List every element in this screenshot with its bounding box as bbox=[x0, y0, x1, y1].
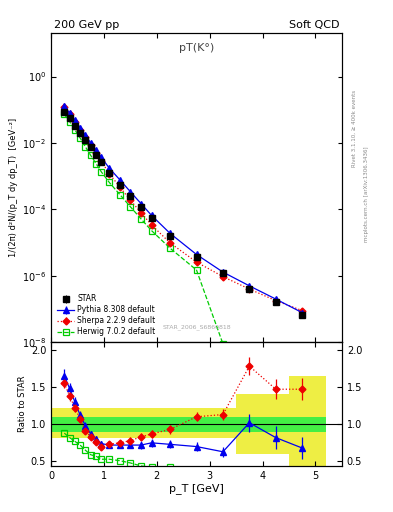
Herwig 7.0.2 default bbox=[88, 153, 93, 159]
Y-axis label: 1/(2π) d²N/(p_T dy dp_T)  [GeV⁻²]: 1/(2π) d²N/(p_T dy dp_T) [GeV⁻²] bbox=[9, 118, 18, 258]
Herwig 7.0.2 default bbox=[274, 375, 278, 381]
Herwig 7.0.2 default bbox=[247, 359, 252, 366]
Herwig 7.0.2 default bbox=[67, 118, 72, 124]
Line: Herwig 7.0.2 default: Herwig 7.0.2 default bbox=[62, 112, 305, 412]
Y-axis label: Ratio to STAR: Ratio to STAR bbox=[18, 376, 27, 432]
Text: STAR_2006_S6860818: STAR_2006_S6860818 bbox=[162, 324, 231, 330]
X-axis label: p_T [GeV]: p_T [GeV] bbox=[169, 483, 224, 495]
Herwig 7.0.2 default bbox=[149, 227, 154, 233]
Herwig 7.0.2 default bbox=[194, 267, 199, 273]
Herwig 7.0.2 default bbox=[139, 216, 143, 222]
Herwig 7.0.2 default bbox=[128, 204, 133, 210]
Herwig 7.0.2 default bbox=[73, 126, 77, 133]
Herwig 7.0.2 default bbox=[107, 179, 112, 185]
Herwig 7.0.2 default bbox=[62, 111, 67, 117]
Text: pT(K°): pT(K°) bbox=[179, 42, 214, 53]
Herwig 7.0.2 default bbox=[220, 341, 225, 347]
Herwig 7.0.2 default bbox=[168, 245, 173, 251]
Legend: STAR, Pythia 8.308 default, Sherpa 2.2.9 default, Herwig 7.0.2 default: STAR, Pythia 8.308 default, Sherpa 2.2.9… bbox=[55, 292, 158, 338]
Herwig 7.0.2 default bbox=[83, 144, 88, 150]
Text: 200 GeV pp: 200 GeV pp bbox=[54, 20, 119, 30]
Herwig 7.0.2 default bbox=[118, 191, 122, 198]
Herwig 7.0.2 default bbox=[78, 135, 83, 141]
Text: Rivet 3.1.10, ≥ 400k events: Rivet 3.1.10, ≥ 400k events bbox=[352, 90, 357, 166]
Herwig 7.0.2 default bbox=[94, 160, 98, 166]
Herwig 7.0.2 default bbox=[300, 407, 305, 413]
Text: mcplots.cern.ch [arXiv:1306.3436]: mcplots.cern.ch [arXiv:1306.3436] bbox=[364, 147, 369, 242]
Text: Soft QCD: Soft QCD bbox=[288, 20, 339, 30]
Herwig 7.0.2 default bbox=[99, 169, 104, 175]
